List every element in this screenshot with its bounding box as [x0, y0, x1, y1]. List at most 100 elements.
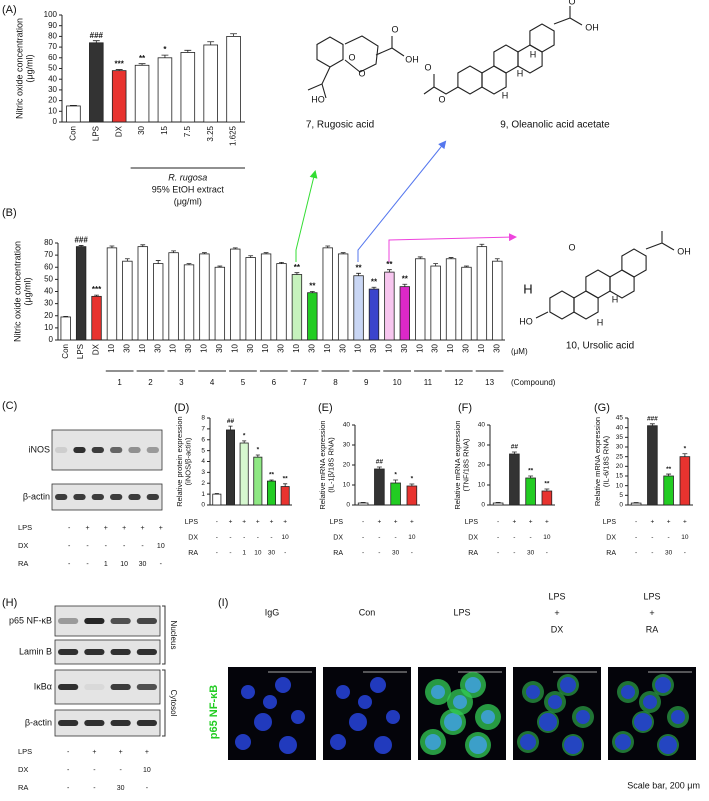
atom-label: O — [358, 68, 365, 78]
compound-label: 5 — [241, 378, 246, 387]
y-tick-label: 30 — [478, 442, 486, 449]
error-bar — [479, 243, 485, 247]
ring — [573, 290, 599, 320]
error-bar — [92, 40, 100, 43]
significance: ## — [511, 444, 519, 451]
compound-label: 4 — [210, 378, 215, 387]
nucleus — [275, 677, 291, 693]
error-bar — [207, 41, 215, 45]
error-bar — [633, 502, 639, 504]
nucleus — [615, 734, 631, 750]
bar — [492, 260, 503, 341]
y-tick-label: 40 — [48, 74, 57, 83]
compound-label: 12 — [454, 378, 463, 387]
error-bar — [433, 263, 439, 267]
significance: * — [163, 45, 167, 54]
condition-cell: + — [283, 519, 287, 526]
blot-band — [84, 649, 105, 655]
nucleus — [453, 695, 467, 709]
error-bar — [186, 263, 192, 265]
condition-cell: + — [140, 525, 144, 532]
fraction-label: Cytosol — [169, 690, 178, 717]
blot-band — [84, 618, 105, 624]
bond — [423, 74, 459, 95]
significance: ### — [647, 416, 658, 423]
nucleus — [235, 734, 251, 750]
significance: ** — [402, 274, 409, 283]
column-label: LPS — [453, 607, 470, 617]
nucleus — [564, 736, 582, 754]
y-tick-label: 10 — [343, 482, 351, 489]
condition-cell: 1 — [242, 550, 246, 557]
condition-cell: - — [146, 785, 149, 792]
condition-cell: 10 — [143, 767, 151, 774]
y-axis-label: (μg/ml) — [24, 54, 34, 82]
condition-cell: - — [378, 534, 380, 541]
bar — [75, 246, 87, 341]
compound-label: 2 — [148, 378, 153, 387]
atom-label: O — [391, 24, 398, 34]
condition-cell: + — [122, 525, 126, 532]
blot-band — [73, 447, 86, 453]
bar — [630, 502, 642, 506]
bar — [214, 266, 226, 341]
bar — [430, 265, 441, 341]
error-bar — [140, 244, 146, 247]
y-tick-label: 60 — [44, 262, 53, 271]
condition-cell: - — [123, 543, 126, 550]
significance: ** — [544, 481, 550, 488]
nucleus — [241, 685, 255, 699]
y-tick-label: 8 — [201, 415, 205, 422]
atom-label: H — [517, 68, 524, 78]
condition-cell: - — [105, 543, 108, 550]
condition-cell: + — [650, 519, 654, 526]
nucleus — [465, 677, 481, 693]
compound-label: 6 — [272, 378, 277, 387]
blot-band — [110, 720, 131, 726]
y-tick-label: 70 — [48, 42, 57, 51]
atom-label: HO — [311, 94, 325, 104]
error-bar — [528, 475, 534, 478]
x-tick-label: DX — [114, 125, 123, 137]
y-tick-label: 2 — [201, 480, 205, 487]
significance: * — [684, 445, 687, 452]
condition-name: DX — [606, 534, 616, 541]
condition-name: LPS — [603, 519, 617, 526]
y-axis-label: Nitric oxide concentration — [14, 18, 24, 119]
y-tick-label: 30 — [48, 85, 57, 94]
bond — [645, 231, 675, 251]
panel-label: (C) — [2, 400, 17, 412]
error-bar — [232, 247, 238, 250]
error-bar — [682, 453, 688, 457]
condition-cell: - — [86, 561, 89, 568]
condition-name: LPS — [18, 523, 32, 532]
error-bar — [340, 252, 346, 254]
condition-cell: + — [119, 749, 123, 756]
blot-band — [84, 720, 105, 726]
x-tick-label: 7.5 — [183, 125, 192, 137]
significance: ### — [74, 236, 88, 245]
nucleus — [634, 713, 652, 731]
atom-label: OH — [405, 54, 419, 64]
panel-label: (G) — [594, 402, 610, 414]
bar — [266, 480, 276, 506]
bar — [106, 247, 118, 341]
nucleus — [444, 713, 462, 731]
condition-cell: + — [256, 519, 260, 526]
nucleus — [539, 713, 557, 731]
y-axis-label: (iNOS/β-actin) — [183, 437, 192, 485]
condition-name: RA — [606, 550, 616, 557]
blot-band — [136, 684, 157, 690]
nucleus — [560, 677, 576, 693]
nucleus — [386, 710, 400, 724]
condition-cell: + — [529, 519, 533, 526]
significance: *** — [115, 60, 125, 69]
error-bar — [387, 269, 392, 273]
x-tick-label: 30 — [277, 343, 286, 352]
significance: ** — [269, 472, 275, 479]
atom-label: H — [597, 317, 604, 327]
blot-strip — [51, 483, 163, 511]
significance: ** — [283, 476, 289, 483]
band-label: IκBα — [34, 681, 52, 691]
condition-cell: + — [104, 525, 108, 532]
